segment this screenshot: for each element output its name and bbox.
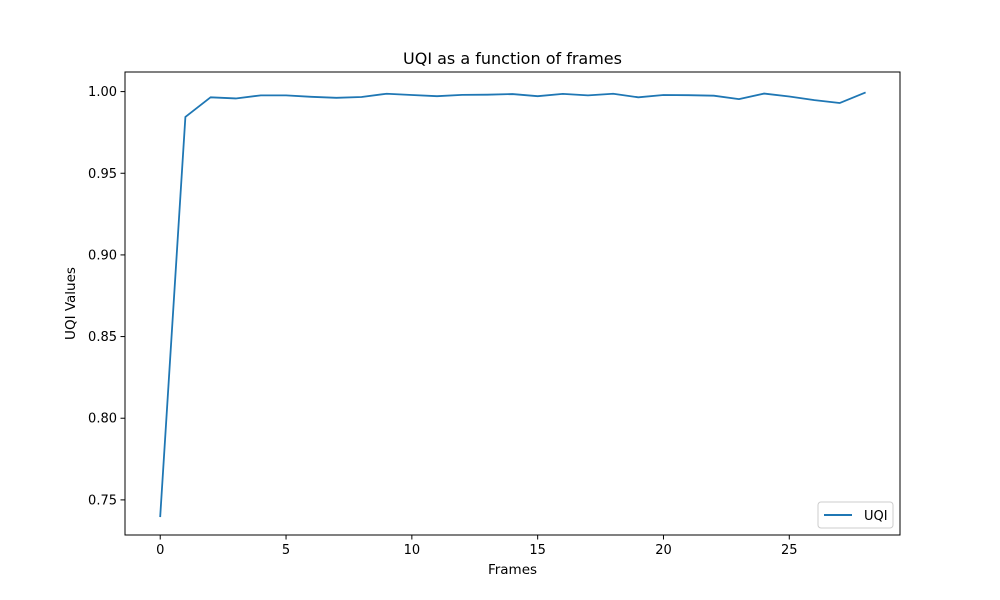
x-axis-label: Frames (488, 562, 537, 578)
y-tick-label: 0.75 (88, 493, 117, 508)
x-tick-label: 5 (282, 543, 290, 558)
y-tick-label: 0.80 (88, 412, 117, 427)
legend-box (817, 501, 894, 529)
chart-title: UQI as a function of frames (403, 49, 622, 68)
plot-area (159, 91, 866, 518)
x-tick-label: 20 (655, 543, 672, 558)
y-tick-label: 0.90 (88, 248, 117, 263)
series-line-uqi (159, 91, 866, 518)
y-tick-label: 0.85 (88, 330, 117, 345)
legend: UQI (817, 501, 894, 529)
axes-frame (124, 71, 901, 536)
legend-label-uqi: UQI (864, 509, 888, 524)
y-axis-ticks: 0.75 0.80 0.85 0.90 0.95 1.00 (88, 85, 125, 508)
x-axis-ticks: 0 5 10 15 20 25 (156, 535, 798, 558)
x-tick-label: 10 (404, 543, 421, 558)
y-tick-label: 0.95 (88, 167, 117, 182)
y-axis-label: UQI Values (63, 267, 79, 340)
x-tick-label: 15 (529, 543, 546, 558)
y-tick-label: 1.00 (88, 85, 117, 100)
x-tick-label: 25 (781, 543, 798, 558)
x-tick-label: 0 (156, 543, 164, 558)
